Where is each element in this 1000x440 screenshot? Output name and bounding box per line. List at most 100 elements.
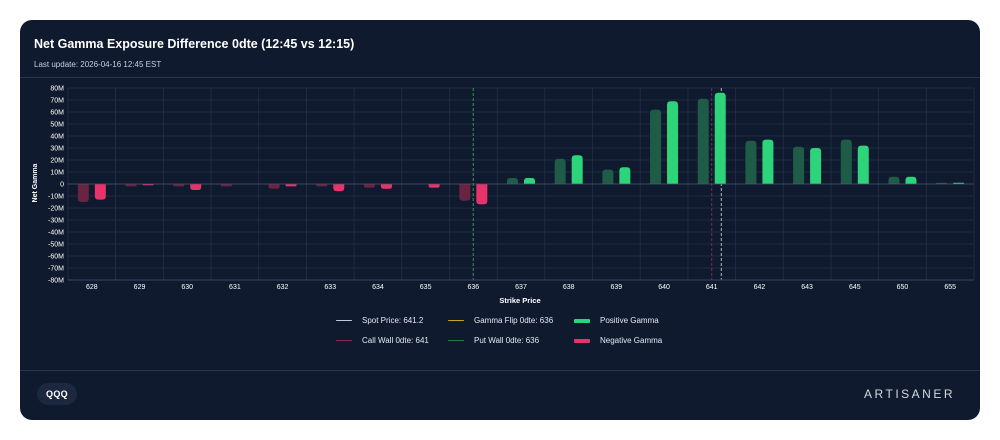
legend-flip-label: Gamma Flip 0dte: 636 [474,316,554,325]
bar[interactable] [220,184,232,187]
x-tick-label: 629 [134,284,146,291]
legend-call-wall-label: Call Wall 0dte: 641 [362,336,429,345]
bar[interactable] [667,101,679,184]
bar[interactable] [554,158,566,184]
positive-swatch [574,318,590,323]
bar[interactable] [810,148,822,184]
x-tick-label: 636 [467,284,479,291]
bar[interactable] [125,184,137,187]
bar[interactable] [857,145,869,184]
legend-flip[interactable]: Gamma Flip 0dte: 636 [448,316,553,325]
header-divider [20,77,980,78]
y-tick-label: 0 [60,182,64,189]
bar[interactable] [459,184,471,201]
gamma-chart: -80M -70M -60M -50M -40M -30M -20M -10M 0 10M 20M 3… [32,86,975,305]
footer-divider [20,370,980,371]
x-tick-label: 638 [563,284,575,291]
x-tick-label: 650 [897,284,909,291]
x-tick-label: 641 [706,284,718,291]
bar[interactable] [793,146,805,184]
bar[interactable] [619,167,631,184]
legend-negative-label: Negative Gamma [600,336,663,345]
bar[interactable] [840,139,852,184]
legend-spot-label: Spot Price: 641.2 [362,316,424,325]
bar[interactable] [571,155,583,184]
bar[interactable] [602,169,614,184]
bar[interactable] [316,184,328,187]
x-tick-label: 635 [420,284,432,291]
legend-spot[interactable]: Spot Price: 641.2 [336,316,423,325]
bar[interactable] [77,184,89,202]
bar[interactable] [268,184,280,189]
legend: Spot Price: 641.2 Gamma Flip 0dte: 636 P… [336,316,696,356]
y-tick-label: 60M [50,110,64,117]
x-tick-label: 630 [181,284,193,291]
bar[interactable] [476,184,488,205]
ticker-badge[interactable]: QQQ [37,383,77,405]
negative-swatch [574,338,590,343]
bar[interactable] [285,184,297,187]
y-tick-label: -20M [48,206,64,213]
bar[interactable] [94,184,106,200]
y-tick-label: -80M [48,278,64,285]
y-tick-label: -30M [48,218,64,225]
legend-call-wall[interactable]: Call Wall 0dte: 641 [336,336,429,345]
bar[interactable] [762,139,774,184]
chart-title: Net Gamma Exposure Difference 0dte (12:4… [34,37,355,51]
spot-line-swatch [336,319,352,322]
y-tick-label: 50M [50,122,64,129]
bar[interactable] [714,92,726,184]
put-wall-swatch [448,339,464,342]
bar[interactable] [428,184,440,188]
bars [77,92,965,205]
legend-put-wall-label: Put Wall 0dte: 636 [474,336,540,345]
y-tick-label: 20M [50,158,64,165]
x-tick-label: 655 [944,284,956,291]
x-tick-label: 645 [849,284,861,291]
y-tick-label: 80M [50,86,64,93]
x-axis-label: Strike Price [499,296,540,305]
bar[interactable] [650,109,662,184]
legend-positive-label: Positive Gamma [600,316,659,325]
bar[interactable] [333,184,345,192]
bar[interactable] [697,98,709,184]
x-tick-label: 642 [754,284,766,291]
x-tick-label: 628 [86,284,98,291]
bar[interactable] [380,184,392,189]
y-tick-label: -10M [48,194,64,201]
legend-negative[interactable]: Negative Gamma [574,336,662,345]
bar[interactable] [888,176,900,184]
y-tick-label: -40M [48,230,64,237]
x-tick-label: 640 [658,284,670,291]
y-tick-label: 40M [50,134,64,141]
y-tick-label: 70M [50,98,64,105]
bar[interactable] [190,184,202,190]
bar[interactable] [905,176,917,184]
legend-put-wall[interactable]: Put Wall 0dte: 636 [448,336,539,345]
x-tick-label: 639 [611,284,623,291]
bar[interactable] [363,184,375,188]
x-tick-label: 643 [801,284,813,291]
axes: -80M -70M -60M -50M -40M -30M -20M -10M 0 10M 20M 3… [48,86,974,291]
bar[interactable] [173,184,185,187]
call-wall-swatch [336,339,352,342]
legend-positive[interactable]: Positive Gamma [574,316,659,325]
x-tick-label: 631 [229,284,241,291]
bar[interactable] [745,140,757,184]
chart-card: Net Gamma Exposure Difference 0dte (12:4… [20,20,980,420]
bar[interactable] [507,178,518,184]
brand-logo: ARTISANER [864,387,955,401]
x-tick-label: 632 [277,284,289,291]
y-axis-label: Net Gamma [32,163,39,202]
y-tick-label: -60M [48,254,64,261]
y-tick-label: -50M [48,242,64,249]
flip-line-swatch [448,319,464,322]
y-tick-label: -70M [48,266,64,273]
bar[interactable] [524,178,535,184]
x-tick-label: 634 [372,284,384,291]
y-tick-label: 10M [50,170,64,177]
x-tick-label: 633 [324,284,336,291]
x-tick-label: 637 [515,284,527,291]
last-update-text: Last update: 2026-04-16 12:45 EST [34,60,162,69]
y-tick-label: 30M [50,146,64,153]
